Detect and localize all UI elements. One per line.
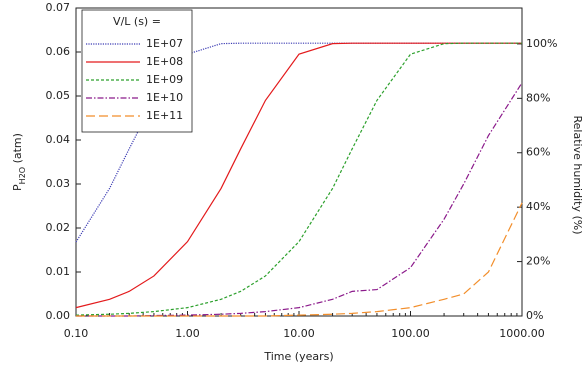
y-tick-label: 0.01: [46, 265, 71, 278]
series-line: [75, 42, 522, 316]
y-axis-label: PH2O (atm): [11, 133, 27, 191]
series-line: [76, 202, 523, 317]
y-tick-label: 0.05: [46, 89, 71, 102]
series-line: [75, 42, 522, 243]
y-tick-label: 0.04: [46, 133, 71, 146]
legend-label: 1E+09: [146, 73, 183, 86]
x-tick-label: 1.00: [175, 327, 200, 340]
y-label-rest: (atm): [11, 133, 24, 167]
y2-tick-label: 40%: [526, 200, 550, 213]
x-tick-label: 100.00: [391, 327, 430, 340]
legend-label: 1E+11: [146, 109, 183, 122]
x-tick-label: 0.10: [64, 327, 89, 340]
x-tick-label: 1000.00: [499, 327, 545, 340]
legend-label: 1E+08: [146, 55, 183, 68]
y2-tick-label: 60%: [526, 146, 550, 159]
y-label-sub: H2O: [18, 167, 27, 184]
x-tick-label: 10.00: [283, 327, 315, 340]
y-tick-label: 0.02: [46, 221, 71, 234]
legend-title: V/L (s) =: [113, 15, 161, 28]
legend-box: [81, 9, 193, 133]
y2-axis-label: Relative humidity (%): [571, 116, 584, 235]
y2-tick-label: 20%: [526, 255, 550, 268]
y-label-main: P: [11, 184, 24, 191]
legend-label: 1E+10: [146, 91, 183, 104]
y2-tick-label: 100%: [526, 37, 557, 50]
y-tick-label: 0.07: [46, 1, 71, 14]
legend-label: 1E+07: [146, 37, 183, 50]
y2-tick-label: 0%: [526, 309, 543, 322]
y-tick-label: 0.06: [46, 45, 71, 58]
x-axis-label: Time (years): [263, 350, 333, 363]
y-tick-label: 0.03: [46, 177, 71, 190]
y2-tick-label: 80%: [526, 91, 550, 104]
y-tick-label: 0.00: [46, 309, 71, 322]
